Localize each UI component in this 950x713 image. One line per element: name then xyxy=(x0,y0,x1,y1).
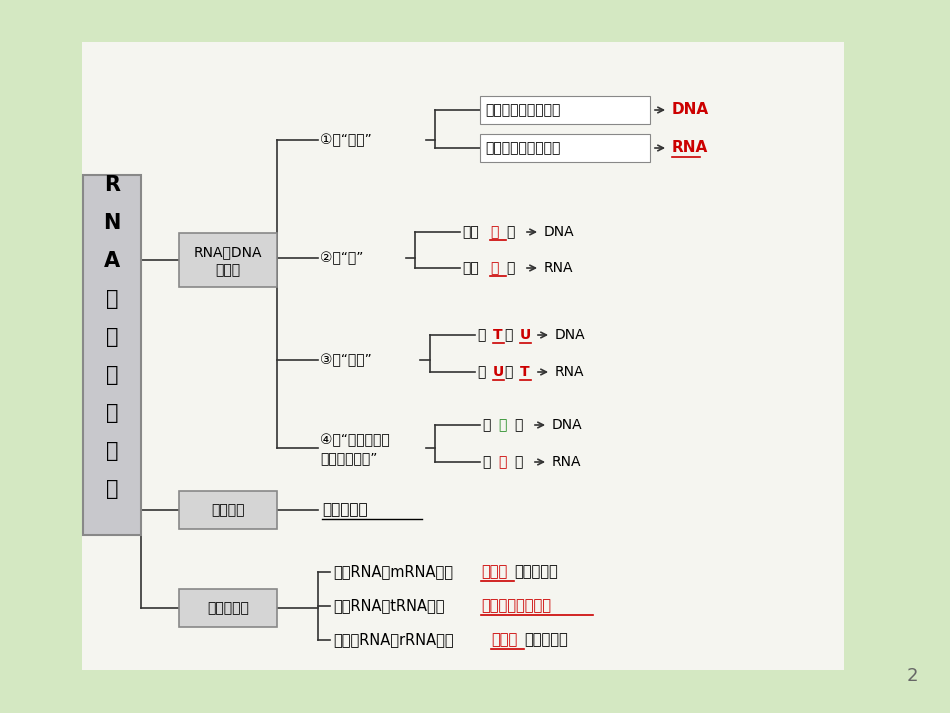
Text: 有: 有 xyxy=(477,328,485,342)
Text: 为: 为 xyxy=(482,455,490,469)
FancyBboxPatch shape xyxy=(480,96,650,124)
Text: 种类及功能: 种类及功能 xyxy=(207,601,249,615)
Text: U: U xyxy=(493,365,504,379)
Text: 核糖核苷酸: 核糖核苷酸 xyxy=(322,503,368,518)
Text: 核糖体: 核糖体 xyxy=(491,632,517,647)
Text: RNA: RNA xyxy=(672,140,709,155)
Text: 绻: 绻 xyxy=(498,418,506,432)
Text: 信使RNA（mRNA）：: 信使RNA（mRNA）： xyxy=(333,565,453,580)
FancyBboxPatch shape xyxy=(82,42,844,670)
Text: 多为: 多为 xyxy=(462,225,479,239)
Text: T: T xyxy=(493,328,503,342)
Text: A: A xyxy=(104,251,120,271)
FancyBboxPatch shape xyxy=(83,175,141,535)
Text: 转运RNA（tRNA）：: 转运RNA（tRNA）： xyxy=(333,598,445,613)
Text: 色: 色 xyxy=(514,418,522,432)
Text: DNA: DNA xyxy=(672,103,709,118)
FancyBboxPatch shape xyxy=(480,134,650,162)
Text: RNA与DNA: RNA与DNA xyxy=(194,245,262,259)
Text: 色: 色 xyxy=(514,455,522,469)
Text: 无: 无 xyxy=(504,365,512,379)
Text: 的区别: 的区别 xyxy=(216,263,240,277)
Text: 链: 链 xyxy=(506,225,514,239)
Text: 有: 有 xyxy=(477,365,485,379)
Text: RNA: RNA xyxy=(552,455,581,469)
FancyBboxPatch shape xyxy=(179,589,277,627)
Text: DNA: DNA xyxy=(552,418,582,432)
Text: 类: 类 xyxy=(105,479,118,499)
Text: 2: 2 xyxy=(906,667,918,685)
Text: 的组成部分: 的组成部分 xyxy=(524,632,568,647)
Text: 基本单位: 基本单位 xyxy=(211,503,245,517)
Text: 的: 的 xyxy=(105,289,118,309)
Text: RNA: RNA xyxy=(544,261,574,275)
Text: 为: 为 xyxy=(482,418,490,432)
Text: 无: 无 xyxy=(504,328,512,342)
FancyBboxPatch shape xyxy=(179,491,277,529)
Text: 蛋白质: 蛋白质 xyxy=(481,565,507,580)
Text: DNA: DNA xyxy=(544,225,575,239)
Text: 链: 链 xyxy=(506,261,514,275)
Text: RNA: RNA xyxy=(555,365,584,379)
Text: 双: 双 xyxy=(490,225,499,239)
Text: DNA: DNA xyxy=(555,328,585,342)
Text: 红: 红 xyxy=(498,455,506,469)
Text: 合成的模板: 合成的模板 xyxy=(514,565,558,580)
Text: R: R xyxy=(104,175,120,195)
Text: N: N xyxy=(104,213,121,233)
Text: 罗红混合染色”: 罗红混合染色” xyxy=(320,451,377,465)
FancyBboxPatch shape xyxy=(179,233,277,287)
Text: 构: 构 xyxy=(105,365,118,385)
Text: 识别并转运氨基酸: 识别并转运氨基酸 xyxy=(481,598,551,613)
Text: U: U xyxy=(520,328,531,342)
Text: ④据“甲基绻、吠: ④据“甲基绻、吠 xyxy=(320,433,390,447)
Text: 种: 种 xyxy=(105,441,118,461)
Text: 主要存在于细胞质中: 主要存在于细胞质中 xyxy=(485,141,560,155)
Text: 结: 结 xyxy=(105,327,118,347)
Text: ②据“链”: ②据“链” xyxy=(320,251,363,265)
Text: ①据“分布”: ①据“分布” xyxy=(320,133,371,147)
Text: 主要存在于细胞核中: 主要存在于细胞核中 xyxy=(485,103,560,117)
Text: 多为: 多为 xyxy=(462,261,479,275)
Text: 核糖体RNA（rRNA）：: 核糖体RNA（rRNA）： xyxy=(333,632,454,647)
Text: 和: 和 xyxy=(105,403,118,423)
Text: 单: 单 xyxy=(490,261,499,275)
Text: ③据“積基”: ③据“積基” xyxy=(320,353,371,367)
Text: T: T xyxy=(520,365,530,379)
